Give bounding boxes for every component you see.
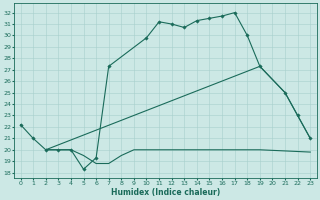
X-axis label: Humidex (Indice chaleur): Humidex (Indice chaleur) (111, 188, 220, 197)
